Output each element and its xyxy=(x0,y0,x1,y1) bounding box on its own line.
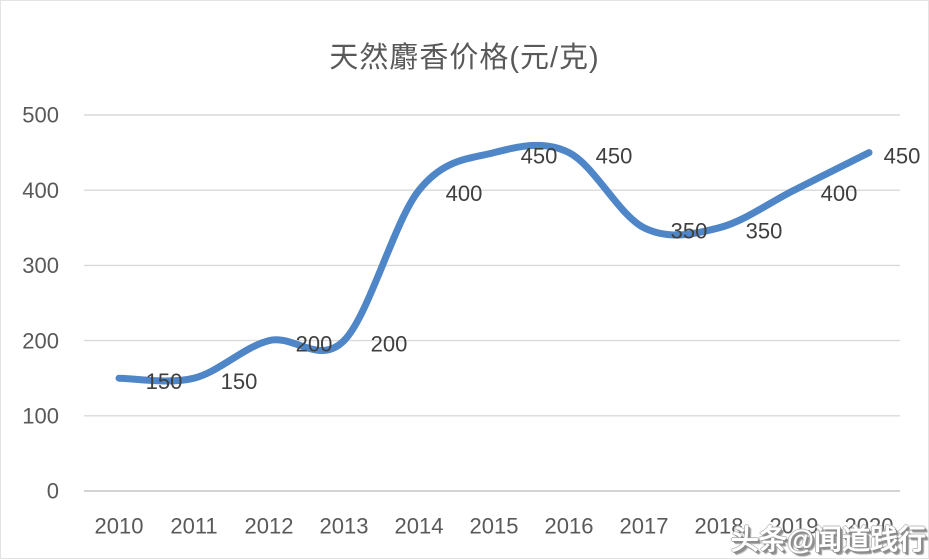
x-axis-tick-label: 2010 xyxy=(95,514,144,539)
y-axis-tick-label: 200 xyxy=(22,328,59,353)
y-axis-tick-label: 300 xyxy=(22,253,59,278)
x-axis-tick-label: 2014 xyxy=(395,514,444,539)
x-axis-tick-label: 2013 xyxy=(320,514,369,539)
x-axis-tick-label: 2017 xyxy=(620,514,669,539)
data-label: 350 xyxy=(746,219,783,244)
x-axis-tick-label: 2015 xyxy=(470,514,519,539)
x-axis-tick-label: 2020 xyxy=(845,514,894,539)
data-label: 450 xyxy=(521,143,558,168)
x-axis-tick-label: 2012 xyxy=(245,514,294,539)
data-label: 150 xyxy=(221,369,258,394)
y-axis-tick-label: 400 xyxy=(22,178,59,203)
data-label: 200 xyxy=(371,331,408,356)
x-axis-tick-label: 2019 xyxy=(770,514,819,539)
data-label: 400 xyxy=(821,181,858,206)
data-label: 450 xyxy=(596,143,633,168)
data-label: 400 xyxy=(446,181,483,206)
chart-title: 天然麝香价格(元/克) xyxy=(329,42,600,74)
data-label: 450 xyxy=(884,143,921,168)
data-label: 150 xyxy=(146,369,183,394)
y-axis-tick-label: 500 xyxy=(22,103,59,128)
y-axis-tick-label: 100 xyxy=(22,404,59,429)
x-axis-tick-label: 2018 xyxy=(695,514,744,539)
x-axis-tick-label: 2011 xyxy=(170,514,217,539)
data-label: 200 xyxy=(296,331,333,356)
data-label: 350 xyxy=(671,219,708,244)
price-line-series xyxy=(115,141,873,385)
y-axis-tick-label: 0 xyxy=(47,479,59,504)
x-axis-tick-label: 2016 xyxy=(545,514,594,539)
